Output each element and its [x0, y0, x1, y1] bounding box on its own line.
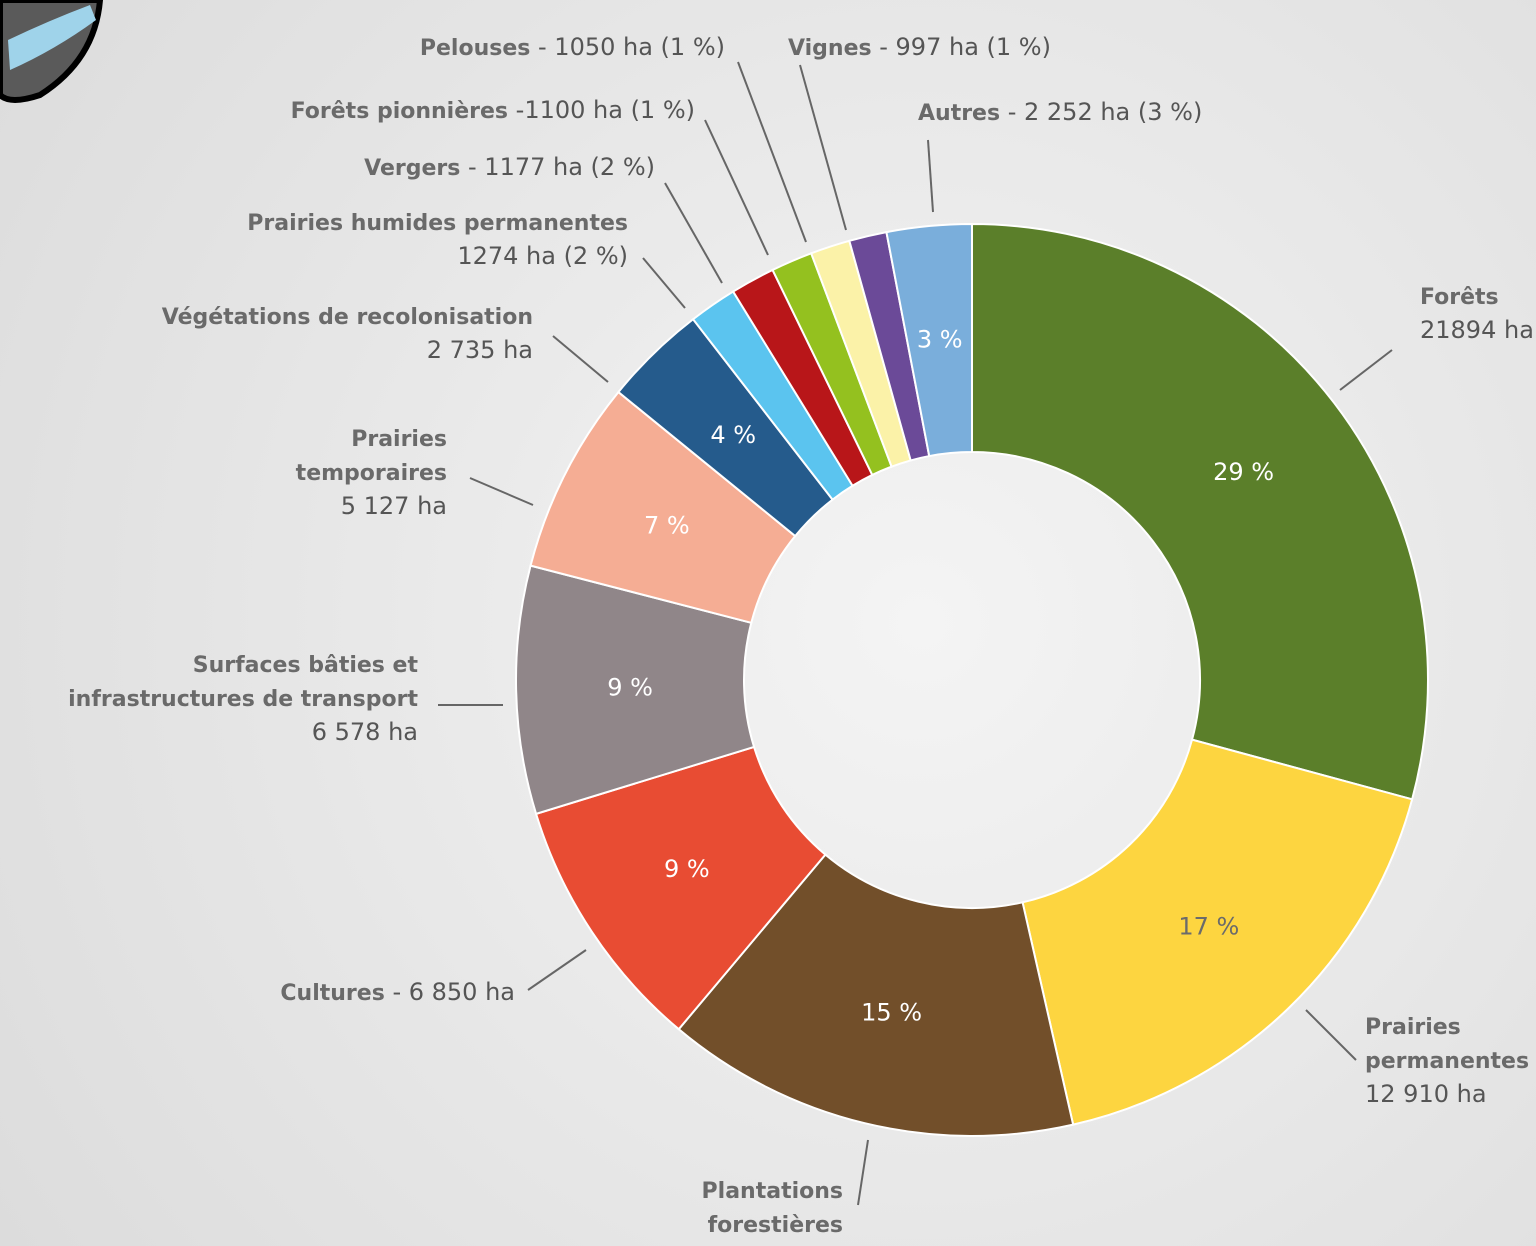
value-label: - 1177 ha (2 %) [468, 153, 655, 181]
value-label: - 1050 ha (1 %) [538, 33, 725, 61]
leader-line [705, 120, 768, 255]
category-name: infrastructures de transport [68, 687, 418, 712]
slice-label: 9 % [607, 674, 653, 702]
category-name: Vignes [788, 36, 872, 61]
category-label: Vergers - 1177 ha (2 %) [364, 153, 655, 181]
category-name: Vergers [364, 156, 460, 181]
category-label: Vignes - 997 ha (1 %) [788, 33, 1051, 61]
slice-label: 29 % [1213, 458, 1274, 486]
slice-label: 9 % [664, 855, 710, 883]
slice-label: 3 % [917, 326, 963, 354]
category-label: Cultures - 6 850 ha [280, 978, 515, 1006]
category-name: Végétations de recolonisation [162, 305, 533, 330]
leader-line [470, 478, 533, 505]
leader-line [1340, 350, 1392, 390]
slice-label: 4 % [710, 421, 756, 449]
category-name: Forêts pionnières [291, 99, 508, 124]
value-label: - 997 ha (1 %) [879, 33, 1051, 61]
leader-line [858, 1140, 868, 1205]
category-name: Prairies [351, 427, 447, 452]
value-label: - 6 850 ha [392, 978, 515, 1006]
category-name: Plantations [702, 1179, 843, 1204]
slice-label: 15 % [861, 998, 922, 1026]
leader-line [528, 950, 586, 990]
category-name: forestières [708, 1213, 843, 1238]
leader-line [800, 65, 846, 230]
value-label: 6 578 ha [312, 718, 418, 746]
category-name: permanentes [1365, 1049, 1529, 1074]
category-name: Autres [918, 101, 1000, 126]
category-label: Forêts pionnières -1100 ha (1 %) [291, 96, 695, 124]
category-name: Surfaces bâties et [193, 653, 419, 678]
category-name: Pelouses [420, 36, 530, 61]
value-label: -1100 ha (1 %) [516, 96, 695, 124]
category-name: Forêts [1420, 285, 1499, 310]
leader-line [738, 62, 806, 242]
leader-line [553, 336, 608, 382]
category-name: Prairies [1365, 1015, 1461, 1040]
value-label: - 2 252 ha (3 %) [1008, 98, 1203, 126]
value-label: 2 735 ha [427, 336, 533, 364]
leader-line [665, 183, 722, 283]
donut-slice [972, 224, 1428, 799]
value-label: 1274 ha (2 %) [457, 242, 628, 270]
category-name: Prairies humides permanentes [247, 211, 628, 236]
leader-line [1306, 1010, 1356, 1060]
category-name: Cultures [280, 981, 384, 1006]
slice-label: 7 % [644, 512, 690, 540]
value-label: 21894 ha [1420, 316, 1534, 344]
chart: 29 % 17 % 15 % 9 % 9 % 7 % 4 % 3 % Forêts 21894 h… [0, 0, 1536, 1246]
category-label: Pelouses - 1050 ha (1 %) [420, 33, 725, 61]
page: 29 % 17 % 15 % 9 % 9 % 7 % 4 % 3 % Forêts 21894 h… [0, 0, 1536, 1246]
leader-line [643, 258, 685, 308]
leader-line [928, 140, 933, 212]
category-name: temporaires [296, 461, 447, 486]
value-label: 5 127 ha [341, 492, 447, 520]
slice-label: 17 % [1178, 913, 1239, 941]
value-label: 12 910 ha [1365, 1080, 1487, 1108]
category-label: Autres - 2 252 ha (3 %) [918, 98, 1202, 126]
